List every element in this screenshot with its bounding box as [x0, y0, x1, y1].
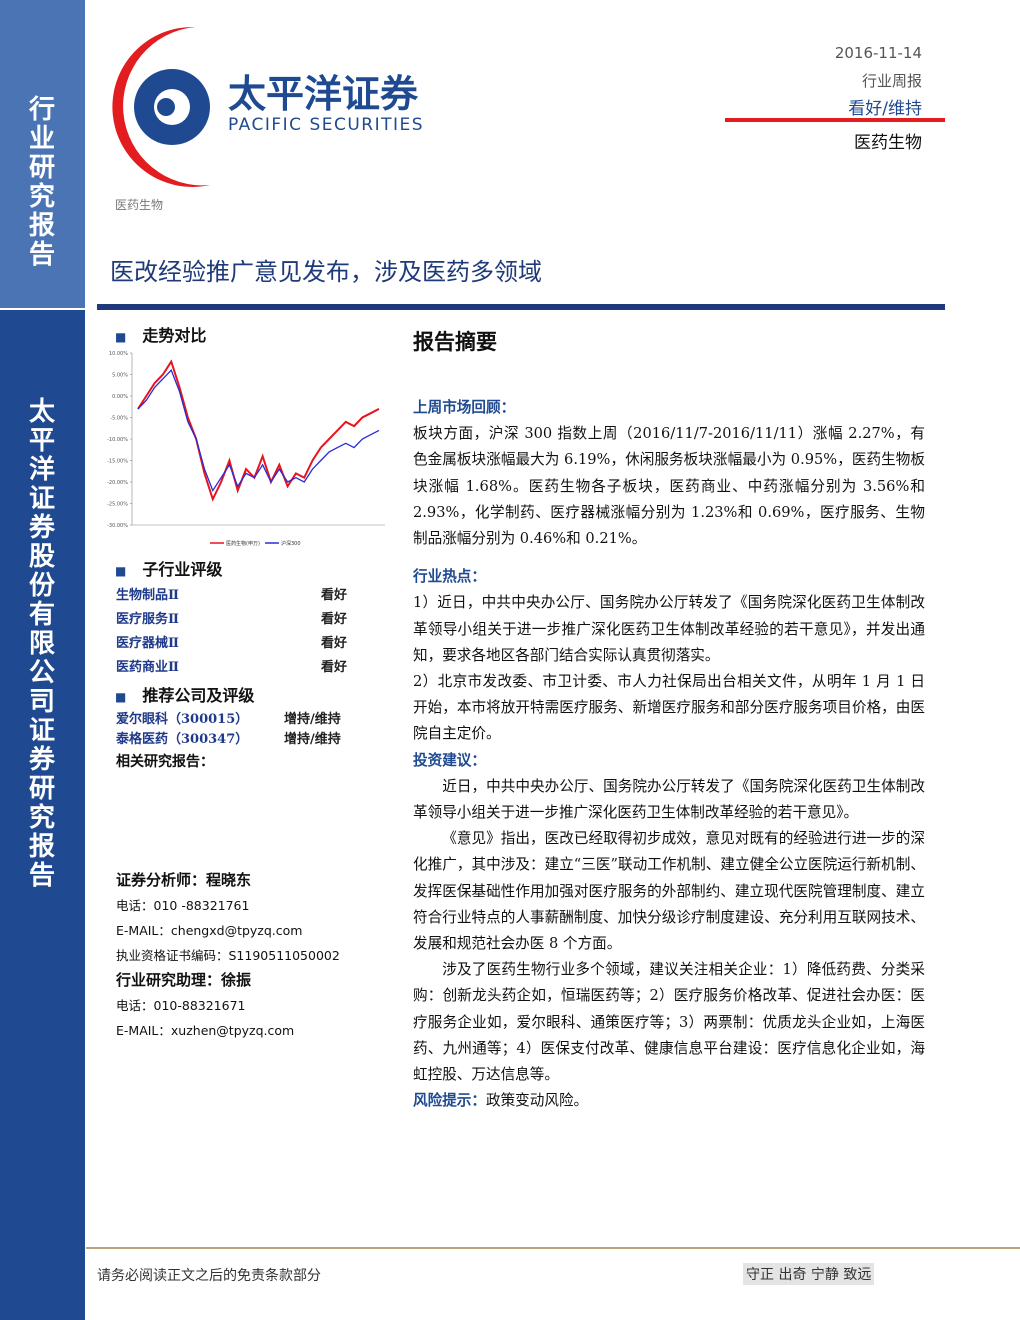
section-heading: 推荐公司及评级 — [115, 682, 254, 706]
cell: 看好 — [321, 588, 348, 603]
header-rule — [725, 118, 945, 122]
paragraph: 《意见》指出，医改已经取得初步成效，意见对既有的经验进行进一步的深化推广，其中涉… — [413, 830, 925, 953]
motto: 守正 出奇 宁静 致远 — [743, 1263, 875, 1285]
series-line — [137, 369, 380, 493]
risk-heading: 风险提示： — [413, 1092, 486, 1110]
series-line — [137, 359, 380, 502]
cell: 爱尔眼科（300015） — [116, 712, 249, 727]
section-heading: 上周市场回顾： — [413, 399, 516, 416]
rating-row: 医疗器械Ⅱ 看好 — [116, 632, 376, 656]
cell: 增持/维持 — [284, 732, 341, 747]
industry: 医药生物 — [854, 133, 922, 153]
y-tick-label: 5.00% — [112, 373, 128, 379]
report-type: 行业周报 — [861, 72, 922, 90]
contact-line: 电话：010 -88321761 — [116, 898, 250, 913]
y-tick-label: 0.00% — [112, 394, 128, 400]
rating-row: 生物制品Ⅱ 看好 — [116, 584, 376, 608]
contact-line: 证券分析师：程晓东 — [116, 871, 252, 889]
contact-line: 执业资格证书编码：S1190511050002 — [116, 948, 340, 963]
paragraph: 板块方面，沪深 300 指数上周（2016/11/7-2016/11/11）涨幅… — [413, 425, 925, 548]
footer-rule — [86, 1247, 1020, 1249]
sidebar-top: 行业研究报告 — [0, 0, 85, 308]
contacts: 证券分析师：程晓东 电话：010 -88321761 E-MAIL：chengx… — [116, 868, 406, 1043]
y-tick-label: -10.00% — [107, 437, 128, 443]
breadcrumb: 医药生物 — [115, 198, 164, 212]
related-label: 相关研究报告： — [116, 754, 214, 770]
sidebar-bottom: 太平洋证券股份有限公司证券研究报告 — [0, 310, 85, 1320]
sidebar-label: 太平洋证券股份有限公司证券研究报告 — [28, 397, 55, 891]
cell: 医疗器械Ⅱ — [116, 636, 179, 651]
rating-row: 医药商业Ⅱ 看好 — [116, 656, 376, 680]
section-heading: 行业热点： — [413, 568, 486, 586]
cell: 看好 — [321, 636, 348, 651]
section-heading: 走势对比 — [115, 322, 206, 346]
legend-label: 医药生物(申万) — [226, 540, 260, 547]
contact-line: 电话：010-88321671 — [116, 998, 246, 1013]
cell: 泰格医药（300347） — [116, 732, 249, 747]
y-tick-label: -15.00% — [107, 459, 128, 465]
title: 医改经验推广意见发布，涉及医药多领域 — [110, 258, 542, 286]
contact-line: 行业研究助理：徐振 — [116, 971, 252, 989]
disclaimer: 请务必阅读正文之后的免责条款部分 — [97, 1268, 321, 1284]
y-tick-label: -25.00% — [107, 502, 128, 508]
cell: 看好 — [321, 660, 348, 675]
y-tick-label: -5.00% — [110, 416, 128, 422]
cell: 生物制品Ⅱ — [116, 588, 179, 603]
contact-line: E-MAIL：chengxd@tpyzq.com — [116, 923, 303, 938]
paragraph: 近日，中共中央办公厅、国务院办公厅转发了《国务院深化医药卫生体制改革领导小组关于… — [413, 777, 925, 822]
logo-dot — [157, 98, 175, 116]
y-tick-label: -30.00% — [107, 523, 128, 529]
cell: 医药商业Ⅱ — [116, 660, 179, 675]
contact-line: E-MAIL：xuzhen@tpyzq.com — [116, 1023, 295, 1038]
trend-chart: 10.00% 5.00% 0.00% -5.00% -10.00% -15.00% -20.… — [107, 351, 385, 547]
report-date: 2016-11-14 — [834, 44, 922, 62]
rating-row: 医疗服务Ⅱ 看好 — [116, 608, 376, 632]
logo-en: PACIFIC SECURITIES — [228, 115, 424, 135]
title-rule — [97, 304, 945, 310]
rating-row: 爱尔眼科（300015） 增持/维持 — [116, 708, 376, 728]
rating: 看好/维持 — [848, 99, 922, 119]
cell: 增持/维持 — [284, 712, 341, 727]
sub-industry-table: 生物制品Ⅱ 看好 医疗服务Ⅱ 看好 医疗器械Ⅱ 看好 医药商业Ⅱ 看好 — [116, 584, 376, 680]
y-tick-label: -20.00% — [107, 480, 128, 486]
section-heading: 子行业评级 — [115, 556, 222, 580]
legend-label: 沪深300 — [281, 540, 301, 547]
y-tick-label: 10.00% — [109, 351, 128, 357]
paragraph: 1）近日，中共中央办公厅、国务院办公厅转发了《国务院深化医药卫生体制改革领导小组… — [413, 594, 925, 664]
logo-cn: 太平洋证券 — [228, 72, 419, 116]
section-heading: 投资建议： — [413, 751, 486, 769]
logo: 太平洋证券 PACIFIC SECURITIES — [112, 26, 424, 187]
risk: 风险提示：政策变动风险。 — [413, 1088, 925, 1114]
cell: 医疗服务Ⅱ — [116, 612, 179, 627]
rating-row: 泰格医药（300347） 增持/维持 — [116, 728, 376, 748]
risk-text: 政策变动风险。 — [485, 1092, 589, 1110]
summary: 上周市场回顾： 板块方面，沪深 300 指数上周（2016/11/7-2016/… — [413, 395, 925, 1114]
paragraph: 涉及了医药生物行业多个领域，建议关注相关企业：1）降低药费、分类采购：创新龙头药… — [413, 961, 925, 1084]
paragraph: 2）北京市发改委、市卫计委、市人力社保局出台相关文件，从明年 1 月 1 日开始… — [413, 673, 925, 743]
cell: 看好 — [321, 612, 348, 627]
sidebar-label: 行业研究报告 — [28, 95, 55, 270]
summary-heading: 报告摘要 — [413, 329, 497, 354]
recommend-table: 爱尔眼科（300015） 增持/维持 泰格医药（300347） 增持/维持 — [116, 708, 376, 748]
